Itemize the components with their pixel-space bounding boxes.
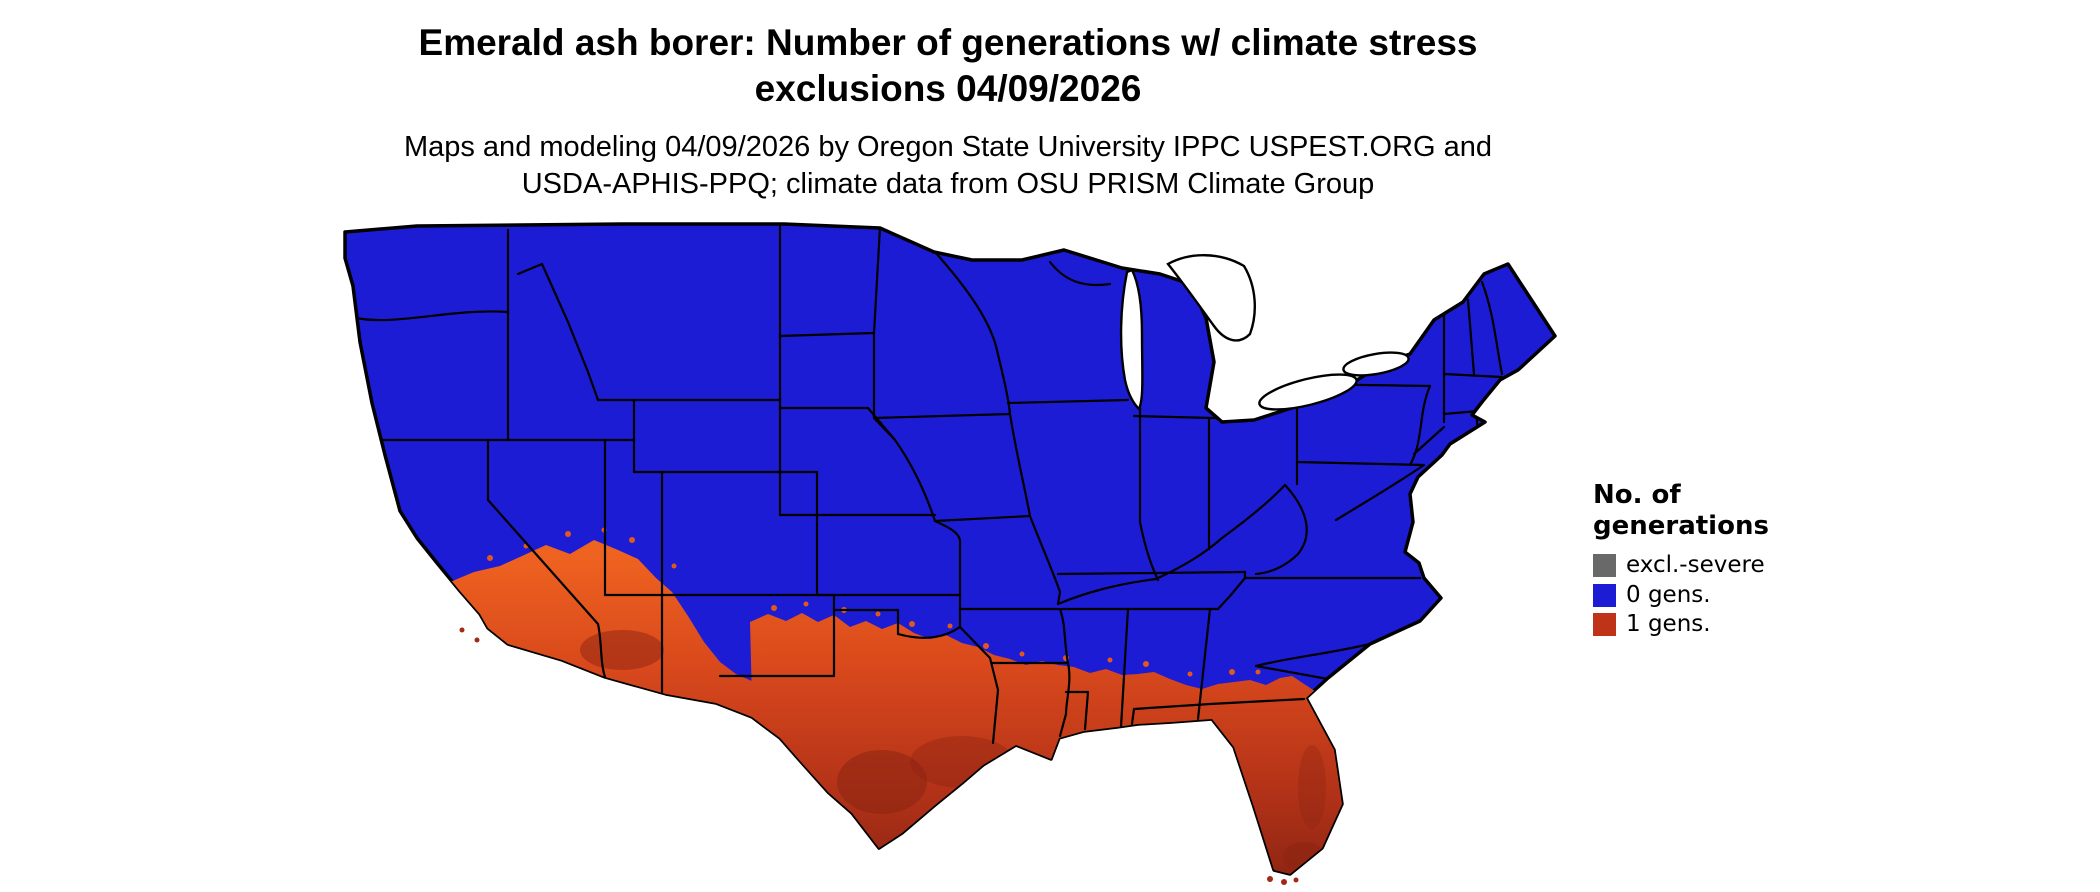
figure-title-line1: Emerald ash borer: Number of generations… bbox=[418, 22, 1478, 63]
offshore-raster-dots bbox=[459, 627, 1299, 885]
legend-title-line1: No. of bbox=[1593, 480, 1681, 510]
us-map bbox=[343, 222, 1557, 885]
lake-ontario bbox=[1342, 351, 1410, 377]
legend-title-line2: generations bbox=[1593, 510, 1769, 541]
lake-michigan bbox=[1119, 268, 1144, 412]
lake-erie bbox=[1258, 373, 1358, 411]
legend-item-excl-severe: excl.-severe bbox=[1593, 553, 1769, 578]
legend-title: No. of generations bbox=[1593, 480, 1769, 541]
legend-label-excl-severe: excl.-severe bbox=[1626, 552, 1765, 579]
figure-subtitle-line1: Maps and modeling 04/09/2026 by Oregon S… bbox=[403, 130, 1493, 163]
legend-item-0-gens: 0 gens. bbox=[1593, 581, 1769, 608]
figure-subtitle: Maps and modeling 04/09/2026 by Oregon S… bbox=[404, 129, 1492, 204]
state-borders bbox=[354, 224, 1504, 745]
legend-swatch-0-gens bbox=[1593, 583, 1616, 607]
legend: No. of generations excl.-severe 0 gens. 1… bbox=[1593, 480, 1769, 641]
legend-swatch-excl-severe bbox=[1593, 554, 1616, 578]
legend-label-0-gens: 0 gens. bbox=[1626, 581, 1711, 608]
legend-label-1-gens: 1 gens. bbox=[1626, 610, 1711, 637]
great-lakes bbox=[1119, 254, 1410, 412]
figure-subtitle-line2: USDA-APHIS-PPQ; climate data from OSU PR… bbox=[521, 168, 1375, 201]
figure-title-line2: exclusions 04/09/2026 bbox=[754, 68, 1142, 110]
lake-huron bbox=[1166, 254, 1256, 342]
legend-item-1-gens: 1 gens. bbox=[1593, 610, 1769, 637]
legend-swatch-1-gens bbox=[1593, 613, 1616, 637]
figure-title: Emerald ash borer: Number of generations… bbox=[404, 20, 1492, 113]
title-block: Emerald ash borer: Number of generations… bbox=[404, 20, 1492, 204]
